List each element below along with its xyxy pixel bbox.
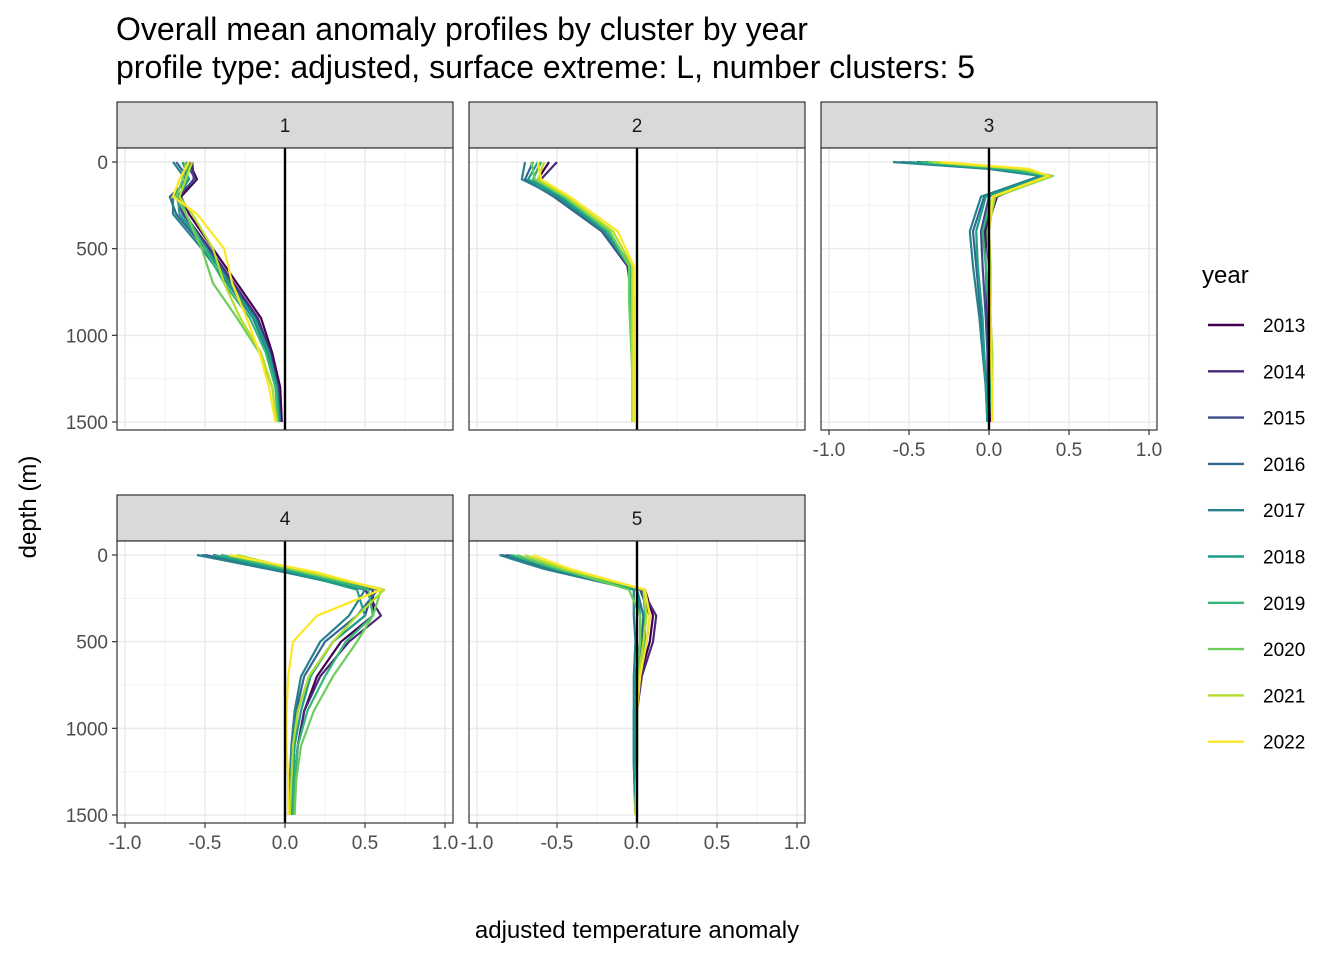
legend-label: 2021 (1263, 686, 1305, 707)
x-tick-label: 0.5 (1056, 440, 1082, 461)
legend-label: 2018 (1263, 548, 1305, 569)
x-tick-label: 0.0 (976, 440, 1002, 461)
panel-5: 5 -1.0 -0.5 0.0 0.5 1.0 (461, 494, 810, 854)
series-line-2017 (499, 553, 637, 816)
y-tick-label: 1000 (66, 326, 108, 347)
x-tick-label: -1.0 (461, 833, 494, 854)
legend-label: 2022 (1263, 733, 1305, 754)
strip-background (468, 494, 806, 542)
legend-item-2019: 2019 (1208, 594, 1305, 615)
legend-label: 2014 (1263, 362, 1306, 383)
strip-label: 1 (280, 116, 291, 137)
legend-label: 2019 (1263, 594, 1305, 615)
series-line-2022 (536, 161, 635, 422)
panels: 1 0 500 1000 1500 2 3 -1.0 -0.5 0.0 0.5 1.0 4 0 500 100… (66, 101, 1162, 854)
legend-item-2014: 2014 (1208, 362, 1306, 383)
x-tick-label: 1.0 (1136, 440, 1162, 461)
strip-label: 4 (280, 509, 291, 530)
x-tick-label: 0.5 (704, 833, 730, 854)
y-tick-label: 0 (97, 153, 108, 174)
x-tick-label: -0.5 (189, 833, 222, 854)
legend-item-2018: 2018 (1208, 548, 1305, 569)
y-axis-title: depth (m) (15, 456, 42, 559)
legend-title: year (1202, 262, 1249, 289)
chart-subtitle: profile type: adjusted, surface extreme:… (116, 49, 975, 85)
y-tick-label: 1000 (66, 719, 108, 740)
panel-border (116, 147, 454, 431)
legend-label: 2015 (1263, 409, 1305, 430)
series-line-2018 (908, 160, 1047, 423)
legend-item-2017: 2017 (1208, 501, 1305, 522)
legend-label: 2013 (1263, 316, 1305, 337)
y-tick-label: 500 (76, 240, 108, 261)
panel-1: 1 0 500 1000 1500 (66, 101, 454, 434)
y-tick-label: 500 (76, 633, 108, 654)
strip-label: 2 (632, 116, 643, 137)
x-tick-label: 0.5 (352, 833, 378, 854)
legend-label: 2017 (1263, 501, 1305, 522)
legend-item-2013: 2013 (1208, 316, 1305, 337)
legend: year 2013 2014 2015 2016 2017 2018 2019 2020 202… (1202, 262, 1306, 754)
panel-border (468, 147, 806, 431)
series-lines (520, 161, 635, 423)
x-axis-title: adjusted temperature anomaly (475, 917, 799, 944)
y-tick-label: 1500 (66, 806, 108, 827)
series-line-2019 (220, 553, 375, 816)
series-line-2021 (536, 161, 634, 422)
strip-label: 5 (632, 509, 643, 530)
series-line-2022 (171, 161, 277, 423)
x-tick-label: -0.5 (541, 833, 574, 854)
legend-label: 2016 (1263, 455, 1305, 476)
strip-background (116, 101, 454, 149)
legend-item-2022: 2022 (1208, 733, 1305, 754)
x-tick-label: 0.0 (624, 833, 650, 854)
x-tick-label: -0.5 (893, 440, 926, 461)
panel-4: 4 0 500 1000 1500-1.0 -0.5 0.0 0.5 1.0 (66, 494, 458, 854)
x-tick-label: 1.0 (784, 833, 810, 854)
strip-background (468, 101, 806, 149)
series-lines (168, 161, 283, 423)
x-tick-label: 1.0 (432, 833, 458, 854)
series-lines (196, 553, 386, 816)
y-tick-label: 1500 (66, 413, 108, 434)
legend-label: 2020 (1263, 640, 1305, 661)
x-tick-label: 0.0 (272, 833, 298, 854)
legend-item-2021: 2021 (1208, 686, 1305, 707)
panel-3: 3 -1.0 -0.5 0.0 0.5 1.0 (813, 101, 1162, 461)
legend-item-2015: 2015 (1208, 409, 1305, 430)
x-tick-label: -1.0 (109, 833, 142, 854)
series-line-2022 (228, 553, 383, 815)
strip-background (820, 101, 1158, 149)
strip-label: 3 (984, 116, 995, 137)
series-line-2021 (178, 161, 279, 423)
legend-item-2016: 2016 (1208, 455, 1305, 476)
series-line-2013 (179, 161, 283, 423)
legend-item-2020: 2020 (1208, 640, 1305, 661)
x-tick-label: -1.0 (813, 440, 846, 461)
panel-2: 2 (468, 101, 806, 431)
y-tick-label: 0 (97, 546, 108, 567)
chart-title: Overall mean anomaly profiles by cluster… (116, 11, 808, 47)
strip-background (116, 494, 454, 542)
